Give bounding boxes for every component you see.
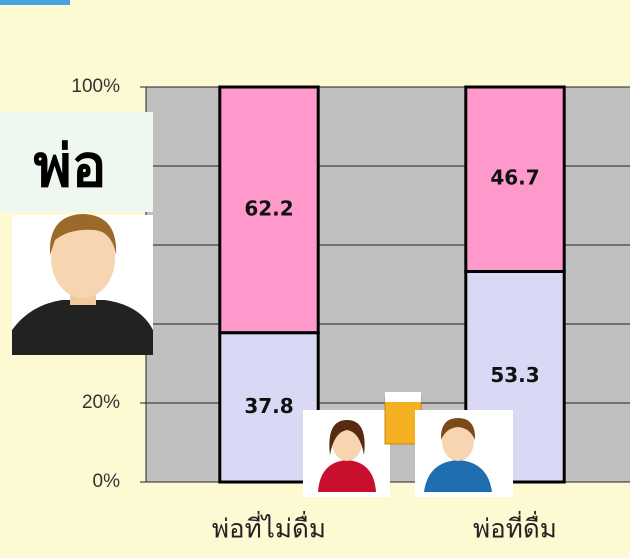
bar-segment bbox=[218, 331, 320, 484]
y-tick-label: 20% bbox=[82, 392, 120, 413]
annotation: พ่อ bbox=[33, 132, 106, 200]
father-icon bbox=[12, 214, 153, 355]
bar-segment bbox=[464, 85, 566, 273]
bar-segment bbox=[218, 85, 320, 335]
overlay: พ่อ bbox=[0, 112, 513, 497]
y-tick-label: 0% bbox=[93, 471, 121, 492]
value-label: 53.3 bbox=[490, 363, 539, 387]
value-label: 46.7 bbox=[490, 166, 539, 190]
x-tick-label: พ่อที่ไม่ดื่ม bbox=[212, 511, 326, 545]
value-label: 62.2 bbox=[244, 196, 293, 220]
value-label: 37.8 bbox=[244, 394, 293, 418]
corner-bar bbox=[0, 0, 70, 5]
label-box bbox=[0, 112, 153, 212]
couple-icon bbox=[303, 392, 513, 497]
y-tick-label: 100% bbox=[71, 76, 120, 97]
x-tick-label: พ่อที่ดื่ม bbox=[473, 511, 557, 545]
